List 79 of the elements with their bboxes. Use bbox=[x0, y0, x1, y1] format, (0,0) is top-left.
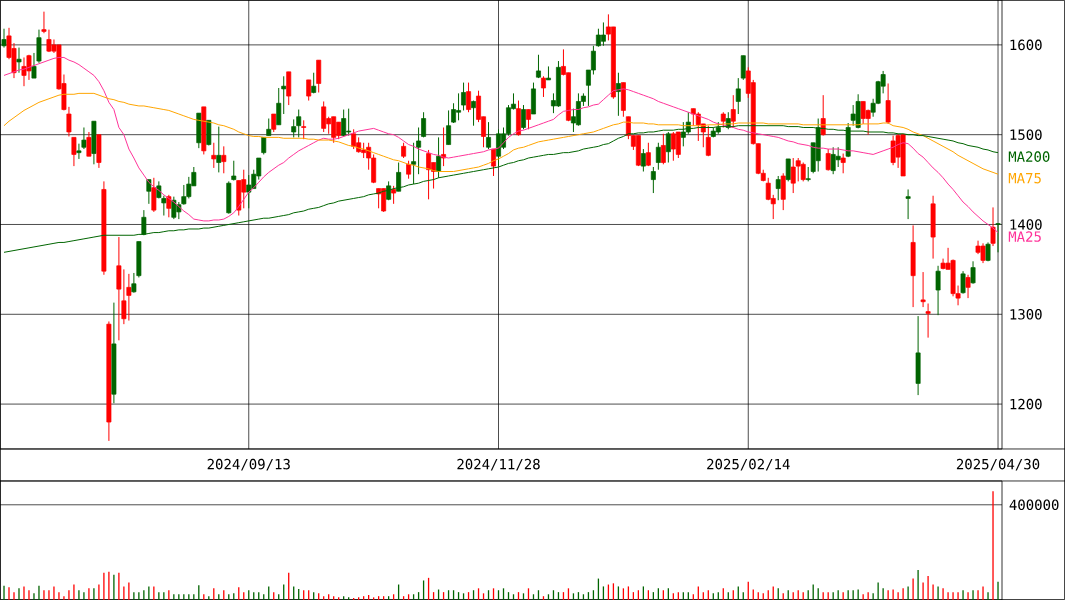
candlestick bbox=[780, 172, 786, 211]
candlestick bbox=[730, 94, 736, 128]
y-tick-label: 1600 bbox=[1010, 39, 1042, 51]
candlestick bbox=[775, 175, 781, 201]
y-tick-label: 1500 bbox=[1010, 129, 1042, 140]
candlestick bbox=[316, 59, 322, 93]
candlestick bbox=[705, 125, 711, 157]
candlestick bbox=[675, 131, 681, 159]
candlestick bbox=[600, 21, 606, 47]
y-tick-label: 1200 bbox=[1010, 398, 1042, 410]
candlestick bbox=[71, 136, 77, 167]
x-tick-label: 2024/11/28 bbox=[457, 458, 540, 471]
candlestick bbox=[221, 145, 227, 174]
candlestick bbox=[466, 82, 471, 113]
candlestick bbox=[825, 148, 831, 172]
candlestick bbox=[86, 131, 92, 157]
candlestick bbox=[655, 142, 661, 171]
candlestick bbox=[141, 209, 147, 236]
candlestick bbox=[151, 177, 157, 213]
candlestick bbox=[1, 28, 7, 49]
y-tick-label: 400000 bbox=[1009, 499, 1059, 511]
y-tick-label: 1400 bbox=[1010, 219, 1042, 230]
candlestick bbox=[885, 83, 891, 125]
candlestick bbox=[785, 158, 791, 182]
candlestick bbox=[396, 162, 402, 192]
candlestick bbox=[36, 29, 42, 64]
candlestick bbox=[740, 55, 746, 81]
candlestick bbox=[541, 75, 546, 98]
x-tick-label: 2025/02/14 bbox=[707, 458, 790, 471]
candlestick bbox=[615, 72, 621, 117]
candlestick bbox=[840, 153, 846, 174]
series-label: MA75 bbox=[1008, 173, 1041, 184]
candlestick bbox=[446, 109, 452, 146]
candlestick bbox=[521, 104, 526, 130]
candlestick bbox=[166, 194, 172, 218]
candlestick bbox=[640, 148, 646, 172]
series-label: MA200 bbox=[1008, 151, 1050, 162]
candlestick bbox=[296, 109, 302, 138]
candlestick bbox=[925, 303, 931, 339]
candlestick bbox=[970, 260, 976, 285]
candlestick bbox=[426, 149, 432, 200]
candlestick bbox=[491, 148, 496, 177]
candlestick bbox=[16, 47, 22, 74]
candlestick bbox=[411, 142, 417, 185]
candlestick bbox=[965, 274, 971, 299]
candlestick bbox=[301, 119, 307, 140]
candlestick bbox=[216, 126, 222, 173]
candlestick bbox=[461, 82, 466, 111]
candlestick bbox=[920, 271, 926, 308]
candlestick bbox=[820, 94, 826, 137]
candlestick bbox=[471, 100, 476, 127]
candlestick bbox=[665, 131, 671, 164]
candlestick bbox=[441, 127, 447, 167]
candlestick bbox=[276, 87, 282, 126]
candlestick bbox=[211, 142, 217, 169]
candlestick bbox=[436, 136, 442, 179]
candlestick bbox=[321, 100, 327, 133]
candlestick bbox=[351, 128, 357, 150]
candlestick bbox=[341, 109, 347, 137]
candlestick bbox=[660, 133, 666, 165]
candlestick bbox=[995, 223, 1001, 253]
candlestick bbox=[735, 77, 741, 115]
series-label: MA25 bbox=[1008, 231, 1041, 242]
candlestick bbox=[416, 127, 422, 175]
candlestick bbox=[486, 121, 491, 150]
candlestick bbox=[935, 265, 941, 316]
y-tick-label: 1300 bbox=[1010, 308, 1042, 320]
candlestick bbox=[990, 206, 996, 247]
x-tick-label: 2024/09/13 bbox=[207, 458, 290, 471]
candlestick bbox=[421, 111, 427, 138]
candlestick bbox=[281, 75, 287, 115]
candlestick bbox=[960, 270, 966, 295]
candlestick bbox=[306, 79, 312, 102]
candlestick bbox=[905, 188, 911, 220]
candlestick bbox=[526, 109, 531, 130]
candlestick bbox=[76, 143, 82, 160]
x-tick-label: 2025/04/30 bbox=[956, 458, 1040, 471]
candlestick bbox=[890, 135, 896, 166]
candlestick bbox=[650, 166, 656, 194]
